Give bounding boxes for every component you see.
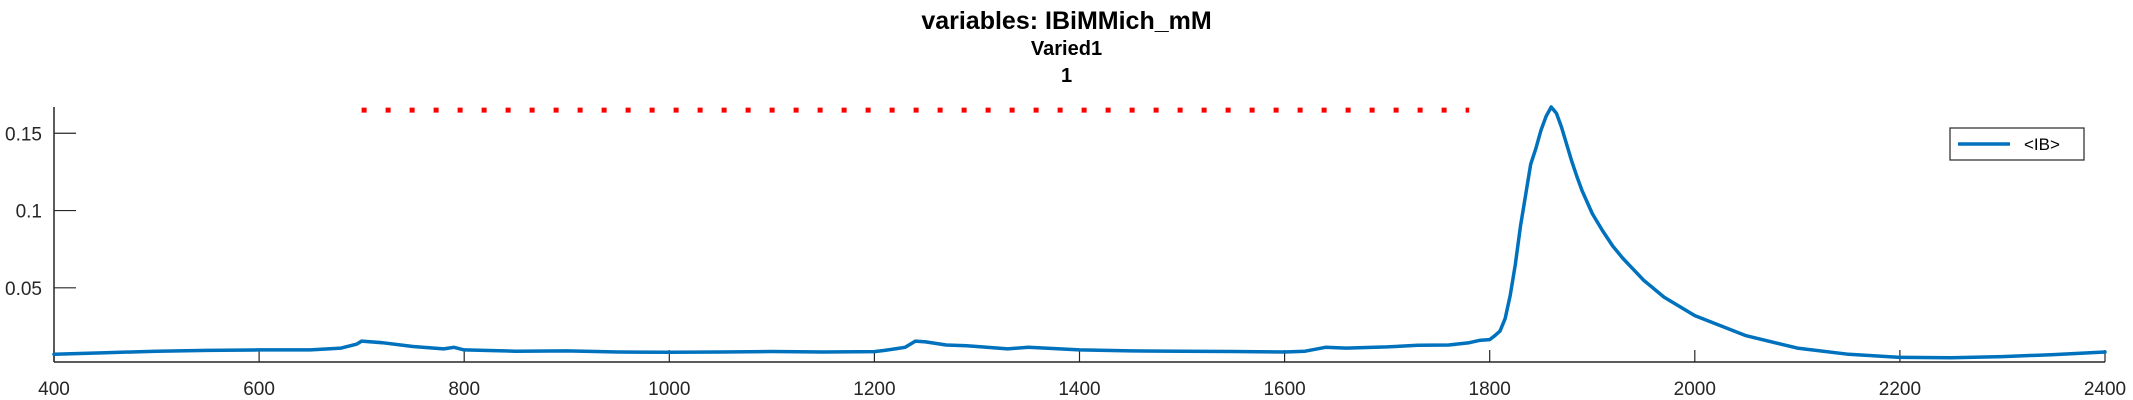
x-tick-label: 1800 bbox=[1469, 379, 1511, 400]
y-tick-label: 0.15 bbox=[5, 124, 42, 145]
series-line-ib bbox=[52, 105, 2107, 360]
y-tick-label: 0.1 bbox=[16, 202, 42, 223]
x-tick-label: 2400 bbox=[2084, 379, 2126, 400]
legend-label: <IB> bbox=[2024, 135, 2060, 154]
x-tick-label: 2000 bbox=[1674, 379, 1716, 400]
chart-subtitle-2: 1 bbox=[1060, 65, 1073, 87]
x-tick-label: 1200 bbox=[853, 379, 895, 400]
x-tick-label: 400 bbox=[38, 379, 70, 400]
x-tick-label: 2200 bbox=[1879, 379, 1921, 400]
chart-subtitle: Varied1 bbox=[1030, 38, 1103, 60]
x-tick-label: 1600 bbox=[1263, 379, 1305, 400]
y-tick-label: 0.05 bbox=[5, 279, 42, 300]
x-tick-label: 600 bbox=[243, 379, 275, 400]
chart-titles: variables: IBiMMich_mM Varied1 1 bbox=[0, 6, 2133, 90]
x-tick-label: 1000 bbox=[648, 379, 690, 400]
x-tick-label: 1400 bbox=[1058, 379, 1100, 400]
chart-title: variables: IBiMMich_mM bbox=[921, 7, 1212, 35]
x-tick-label: 800 bbox=[448, 379, 480, 400]
